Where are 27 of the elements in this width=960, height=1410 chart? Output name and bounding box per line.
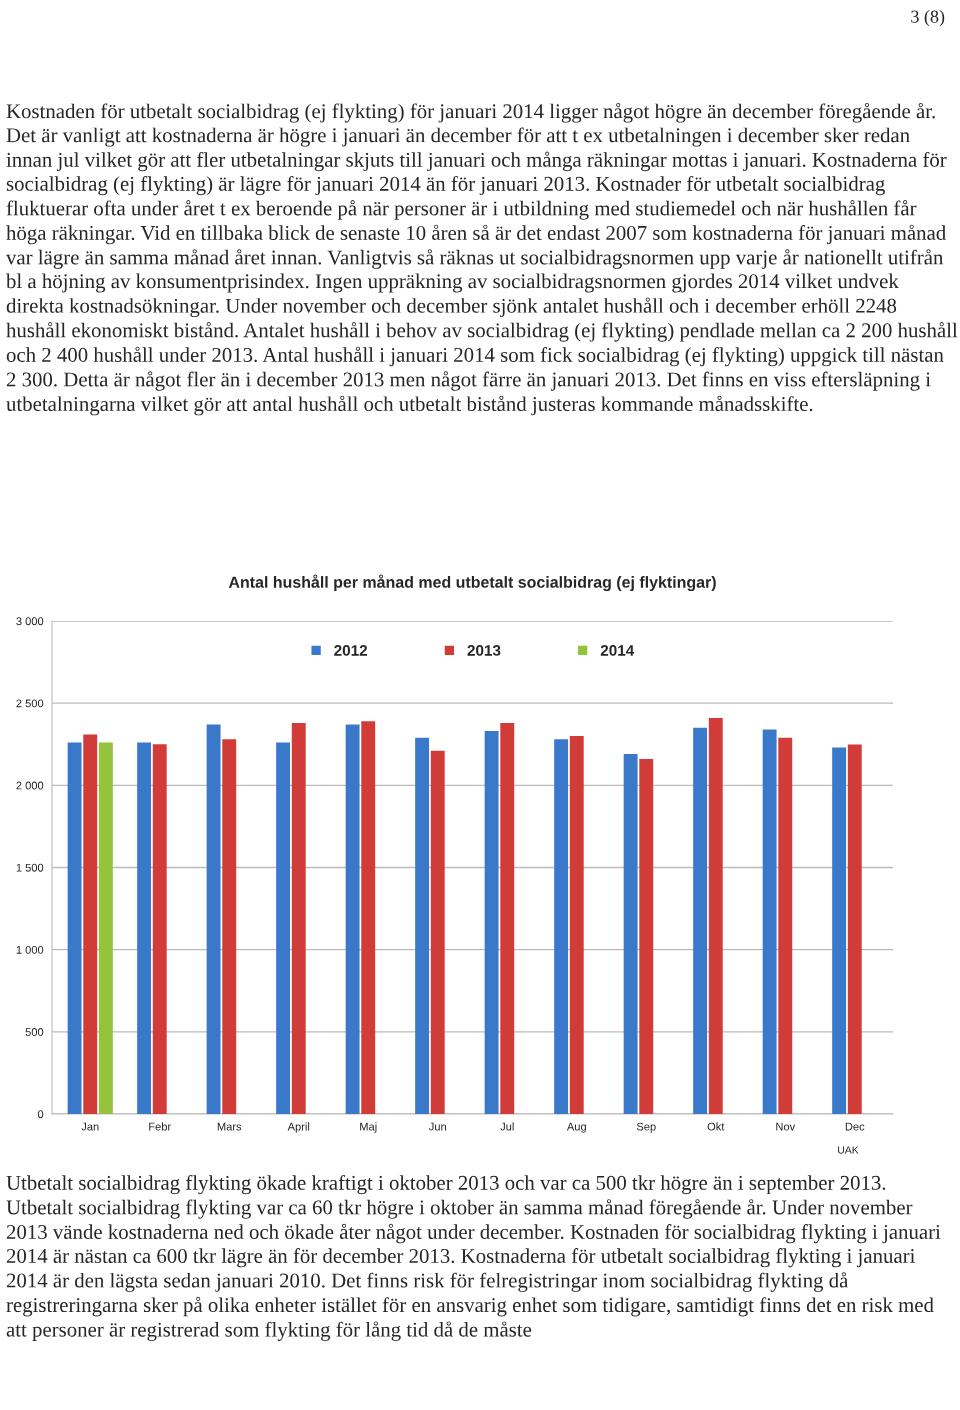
x-tick-label: Jun: [428, 1122, 446, 1131]
x-tick-label: April: [287, 1122, 310, 1133]
x-tick-label: Jan: [81, 1122, 99, 1131]
chart-title: Antal hushåll per månad med utbetalt socialbidrag (ej flyktingar): [228, 574, 716, 592]
y-tick-label: 1 000: [16, 945, 44, 954]
text: Kostnaden för utbetalt socialbidrag (ej flykting) för januari 2014 ligger något högre än december föregående år. Det är vanligt att kostnaderna är högre i januari än december för att t ex utbetalningen i december sker redan innan jul vilket gör att fler utbetalningar skjuts till januari och många räkningar mottas i januari. Kostnaderna för socialbidrag (ej flykting) är lägre för januari 2014 än för januari 2013. Kostnader för utbetalt socialbidrag fluktuerar ofta under året t ex beroende på när personer är i utbildning med studiemedel och när hushållen får höga räkningar. Vid en tillbaka blick de senaste 10 åren så är det endast 2007 som kostnaderna för januari månad var lägre än samma månad året innan. Vanligtvis så räknas ut socialbidragsnormen upp varje år nationellt utifrån bl a höjning av konsumentprisindex. Ingen uppräkning av socialbidragsnormen gjordes 2014 vilket undvek direkta kostnadsökningar. Under november och december sjönk antalet hushåll och i december erhöll 2248 hushåll ekonomiskt bistånd. Antalet hushåll i behov av socialbidrag (ej flykting) pendlade mellan ca 2 200 hushåll och 2 400 hushåll under 2013. Antal hushåll i januari 2014 som fick socialbidrag (ej flykting) uppgick till nästan 2 300. Detta är något fler än i december 2013 men något färre än januari 2013. Det finns en viss eftersläpning i utbetalningarna vilket gör att antal hushåll och utbetalt bistånd justeras kommande månadsskifte.: [6, 103, 958, 416]
y-tick-label: 0: [37, 1110, 44, 1119]
x-tick-label: Aug: [566, 1122, 586, 1133]
x-tick-label: Maj: [360, 1122, 377, 1133]
x-tick-label: Dec: [845, 1122, 865, 1131]
x-tick-label: Nov: [776, 1122, 796, 1131]
text: Utbetalt socialbidrag flykting ökade kraftigt i oktober 2013 och var ca 500 tkr högre än i september 2013. Utbetalt socialbidrag flykting var ca 60 tkr högre i oktober än samma månad föregående år. Under november 2013 vände kostnaderna ned och ökade åter något under december. Kostnaden för socialbidrag flykting i januari 2014 är nästan ca 600 tkr lägre än för december 2013. Kostnaderna för utbetalt socialbidrag flykting i januari 2014 är den lägsta sedan januari 2010. Det finns risk för felregistringar inom socialbidrag flykting då registreringarna sker på olika enheter istället för en ansvarig enhet som tidigare, samtidigt finns det en risk med att personer är registrerad som flykting för lång tid då de måste: [6, 1175, 941, 1341]
x-tick-label: Jul: [500, 1122, 514, 1131]
y-tick-label: 1 500: [16, 863, 44, 872]
legend-label: 2014: [600, 645, 635, 656]
x-tick-label: Sep: [636, 1122, 656, 1133]
x-tick-label: Mars: [217, 1122, 242, 1131]
legend-label: 2012: [334, 645, 368, 656]
y-tick-label: 2 000: [16, 781, 44, 790]
text: UAK: [838, 1146, 859, 1154]
y-tick-label: 2 500: [16, 699, 44, 708]
x-tick-label: Okt: [707, 1122, 725, 1131]
y-tick-label: 3 000: [16, 617, 44, 626]
y-tick-label: 500: [25, 1028, 44, 1036]
x-tick-label: Febr: [149, 1122, 171, 1131]
text: 3 (8): [911, 10, 945, 27]
legend-label: 2013: [467, 645, 501, 656]
